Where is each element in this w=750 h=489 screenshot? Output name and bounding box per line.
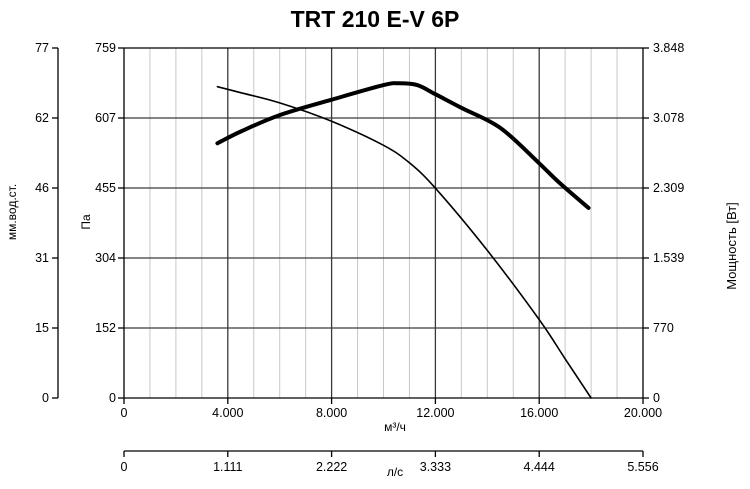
x-tick-label: 4.000 xyxy=(212,406,243,420)
y-tick-label: 304 xyxy=(95,251,116,265)
secondary-x-tick-label: 3.333 xyxy=(420,460,451,474)
right-y-tick-label: 0 xyxy=(653,391,660,405)
x-tick-label: 16.000 xyxy=(520,406,558,420)
y-tick-label: 759 xyxy=(95,41,116,55)
left-y-axis-2-tick-label: 15 xyxy=(35,321,49,335)
y-tick-label: 455 xyxy=(95,181,116,195)
right-y-tick-label: 3.078 xyxy=(653,111,684,125)
left-y-axis-2-tick-label: 0 xyxy=(42,391,49,405)
secondary-x-tick-label: 1.111 xyxy=(213,460,242,474)
pressure-curve-line xyxy=(216,85,592,399)
major-grid xyxy=(124,48,643,398)
x-tick-label: 8.000 xyxy=(316,406,347,420)
secondary-x-axis-label: л/с xyxy=(387,465,403,479)
right-y-tick-label: 1.539 xyxy=(653,251,684,265)
right-y-axis-label: Мощность [Вт] xyxy=(724,202,739,290)
x-axis-label: м³/ч xyxy=(384,420,406,434)
right-y-tick-label: 2.309 xyxy=(653,181,684,195)
power-curve-line xyxy=(215,81,591,210)
right-y-tick-label: 3.848 xyxy=(653,41,684,55)
x-tick-label: 20.000 xyxy=(624,406,662,420)
x-tick-label: 0 xyxy=(121,406,128,420)
y-tick-label: 152 xyxy=(95,321,116,335)
x-tick-label: 12.000 xyxy=(416,406,454,420)
right-y-tick-label: 770 xyxy=(653,321,674,335)
axes xyxy=(57,47,644,452)
left-y-axis-2-tick-label: 77 xyxy=(35,41,49,55)
left-y-axis-2-tick-label: 46 xyxy=(35,181,49,195)
data-series xyxy=(215,81,592,399)
y-tick-label: 607 xyxy=(95,111,116,125)
chart-title: TRT 210 E-V 6P xyxy=(291,6,460,32)
minor-grid xyxy=(124,48,643,398)
secondary-x-tick-label: 4.444 xyxy=(524,460,555,474)
left-y-axis-2-tick-label: 62 xyxy=(35,111,49,125)
secondary-x-tick-label: 2.222 xyxy=(316,460,347,474)
tick-labels: 01523044556077590153146627707701.5392.30… xyxy=(35,41,684,474)
secondary-x-tick-label: 0 xyxy=(121,460,128,474)
left-y-axis-2-label: мм.вод.ст. xyxy=(5,184,19,240)
left-y-axis-2-tick-label: 31 xyxy=(35,251,49,265)
secondary-x-tick-label: 5.556 xyxy=(627,460,658,474)
y-axis-label: Па xyxy=(79,214,93,230)
y-tick-label: 0 xyxy=(109,391,116,405)
